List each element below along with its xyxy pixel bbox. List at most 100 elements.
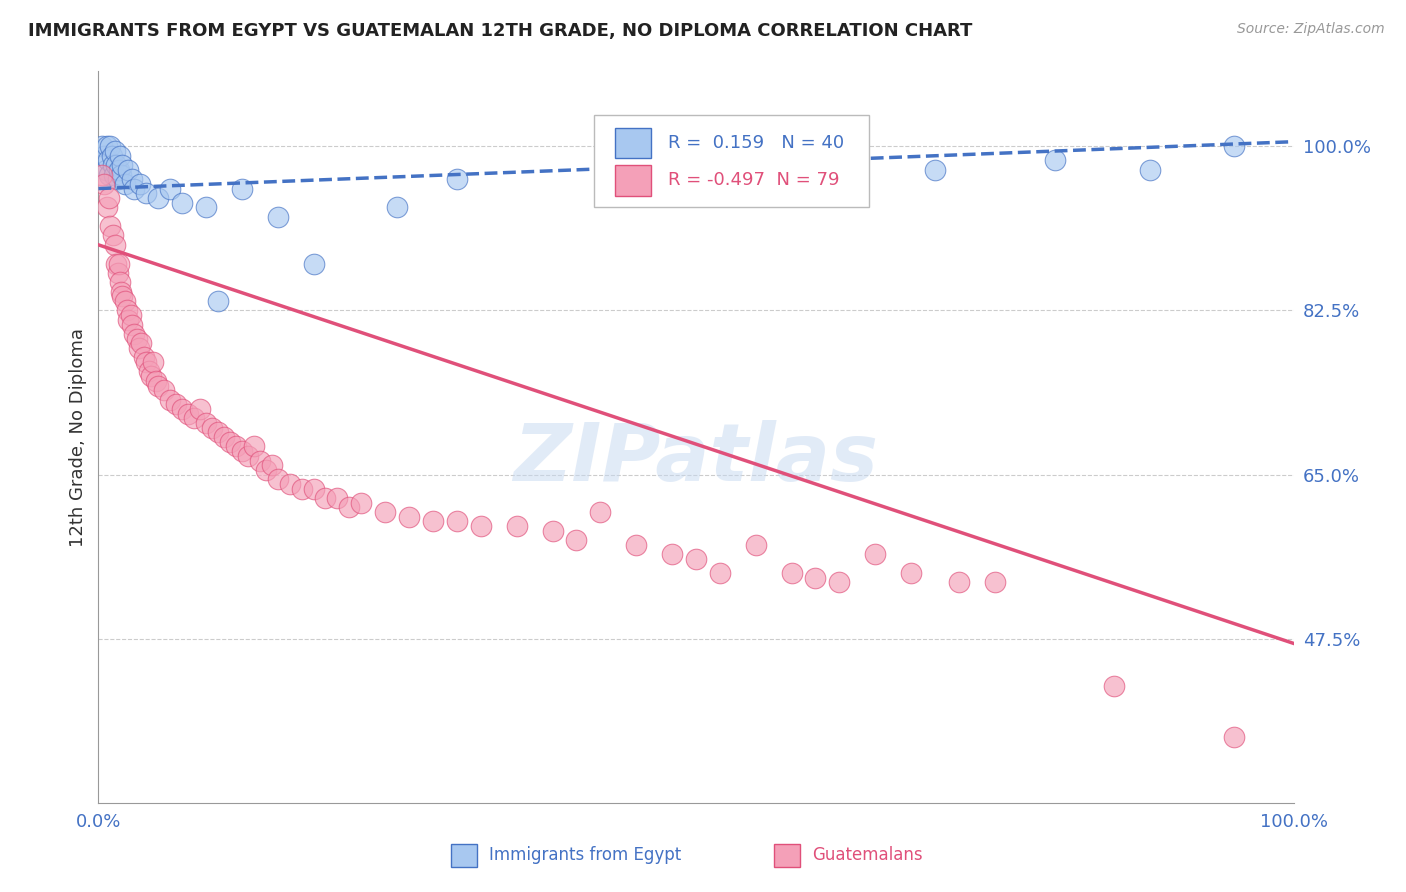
Point [249,453,271,467]
Point [780,566,803,580]
Point [125,332,148,346]
FancyBboxPatch shape [595,115,869,207]
Point [339,500,361,515]
Point [107,257,129,271]
Point [145,374,167,388]
Point [398,509,420,524]
Point [111,158,134,172]
Point [385,200,409,214]
Point [132,351,155,365]
Point [924,162,946,177]
Point [350,496,373,510]
Point [120,308,142,322]
FancyBboxPatch shape [451,844,477,867]
Point [236,449,259,463]
Point [865,547,887,561]
Point [195,200,218,214]
Point [745,538,768,552]
Point [115,303,138,318]
Point [103,168,125,182]
Point [243,440,266,454]
Point [804,571,827,585]
Point [172,195,194,210]
Point [201,420,224,434]
Point [267,472,290,486]
Point [124,181,146,195]
Point [1223,139,1246,153]
Text: R =  0.159   N = 40: R = 0.159 N = 40 [668,134,845,152]
Point [98,168,121,182]
Point [506,519,529,533]
Text: ZIPatlas: ZIPatlas [513,420,879,498]
Point [948,575,970,590]
Point [117,162,139,177]
Point [302,257,325,271]
Point [148,191,170,205]
Point [98,219,122,233]
Point [91,168,114,182]
Point [121,318,143,332]
Point [278,477,301,491]
Point [219,434,242,449]
Point [231,181,253,195]
Point [108,149,131,163]
Point [91,139,114,153]
Text: IMMIGRANTS FROM EGYPT VS GUATEMALAN 12TH GRADE, NO DIPLOMA CORRELATION CHART: IMMIGRANTS FROM EGYPT VS GUATEMALAN 12TH… [28,22,973,40]
Point [93,149,115,163]
Point [138,364,160,378]
FancyBboxPatch shape [614,128,651,159]
Point [108,276,131,290]
Point [104,144,127,158]
Point [207,425,229,440]
Y-axis label: 12th Grade, No Diploma: 12th Grade, No Diploma [69,327,87,547]
Point [172,401,194,416]
Point [101,228,124,243]
Point [446,515,468,529]
FancyBboxPatch shape [614,165,651,195]
Point [1223,730,1246,744]
Point [135,186,157,201]
Point [984,575,1007,590]
Point [326,491,349,505]
Point [685,172,707,186]
Point [1043,153,1066,168]
Point [111,289,134,303]
Point [128,341,150,355]
Point [142,355,165,369]
Point [291,482,314,496]
Point [107,266,129,280]
Point [107,162,129,177]
Point [446,172,468,186]
Point [589,505,612,519]
Text: Guatemalans: Guatemalans [811,847,922,864]
Point [94,162,117,177]
Point [148,378,170,392]
Point [302,482,325,496]
Point [828,575,851,590]
Point [110,168,132,182]
Point [685,552,707,566]
Point [374,505,396,519]
Point [231,444,253,458]
Point [565,533,588,548]
Point [121,172,143,186]
Point [254,463,277,477]
Point [110,285,132,299]
Point [165,397,187,411]
Point [1104,679,1126,693]
Point [131,336,153,351]
Point [93,177,115,191]
Point [159,392,181,407]
Point [183,411,205,425]
Point [105,158,128,172]
Point [135,355,157,369]
Point [98,191,121,205]
Point [124,326,146,341]
Text: R = -0.497  N = 79: R = -0.497 N = 79 [668,171,839,189]
Point [1139,162,1161,177]
Point [114,177,136,191]
Point [315,491,337,505]
Point [225,440,247,454]
Point [96,139,118,153]
Point [107,172,129,186]
